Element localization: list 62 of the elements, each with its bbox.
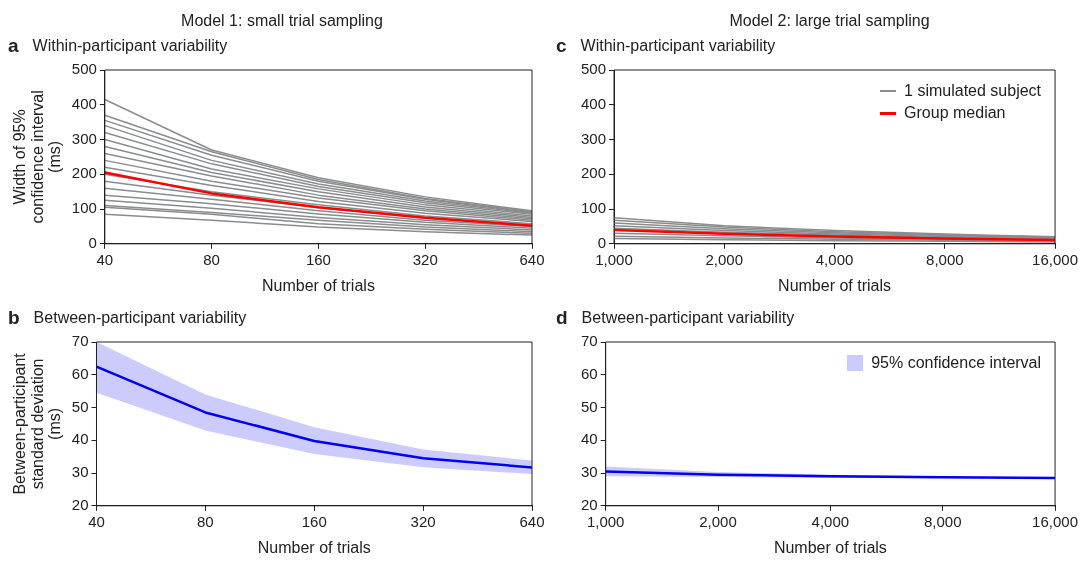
x-tick-label: 2,000: [699, 512, 737, 530]
chart-subtitle: Model 1: small trial sampling: [180, 11, 384, 31]
y-tick-label: 30: [581, 463, 598, 481]
text: b: [8, 306, 20, 330]
legend-label: Group median: [904, 103, 1006, 123]
chart-title: Between-participant variability: [33, 308, 247, 328]
legend-label: 1 simulated subject: [904, 81, 1042, 101]
text: 95% confidence interval: [871, 353, 1042, 373]
x-tick-label: 1,000: [595, 250, 633, 268]
text: a: [8, 34, 19, 58]
x-tick-label: 320: [410, 512, 436, 530]
x-tick-label: 80: [203, 250, 220, 268]
x-tick-label: 40: [96, 250, 114, 268]
x-axis-title: Number of trials: [257, 538, 371, 556]
y-tick-label: 100: [71, 199, 97, 217]
x-axis-title: Number of trials: [778, 276, 891, 294]
x-axis-title: Number of trials: [773, 538, 887, 556]
y-tick-label: 20: [71, 495, 89, 513]
chart-title: Between-participant variability: [581, 308, 795, 328]
y-tick-label: 500: [581, 60, 607, 78]
y-axis-title: Width of 95% confidence interval (ms): [11, 90, 64, 224]
y-tick-label: 500: [71, 60, 97, 78]
y-tick-label: 100: [581, 199, 607, 217]
y-tick-label: 60: [581, 364, 598, 382]
y-tick-label: 0: [597, 233, 607, 251]
y-tick-label: 40: [71, 430, 89, 448]
x-tick-label: 4,000: [815, 250, 854, 268]
x-tick-label: 2,000: [705, 250, 744, 268]
x-tick-label: 16,000: [1032, 250, 1079, 268]
x-tick-label: 8,000: [923, 512, 962, 530]
y-tick-label: 50: [71, 397, 89, 415]
x-tick-label: 80: [197, 512, 214, 530]
y-tick-label: 0: [88, 233, 97, 251]
text: c: [556, 34, 567, 58]
x-axis-title: Number of trials: [261, 276, 375, 294]
y-tick-label: 300: [581, 129, 607, 147]
x-tick-label: 640: [519, 512, 545, 530]
y-tick-label: 200: [71, 164, 97, 182]
y-tick-label: 70: [71, 332, 89, 350]
x-tick-label: 640: [519, 250, 545, 268]
x-tick-label: 1,000: [586, 512, 625, 530]
chart-subtitle: Model 2: large trial sampling: [728, 11, 931, 31]
x-tick-label: 160: [301, 512, 327, 530]
x-tick-label: 4,000: [811, 512, 850, 530]
y-tick-label: 30: [71, 463, 89, 481]
x-tick-label: 160: [305, 250, 331, 268]
y-tick-label: 200: [581, 164, 607, 182]
x-tick-label: 8,000: [926, 250, 964, 268]
x-tick-label: 16,000: [1032, 512, 1079, 530]
x-tick-label: 320: [412, 250, 438, 268]
chart-title: Within-participant variability: [580, 36, 776, 56]
y-tick-label: 50: [581, 397, 598, 415]
y-tick-label: 300: [71, 129, 97, 147]
y-tick-label: 70: [581, 332, 598, 350]
chart-title: Within-participant variability: [32, 36, 228, 56]
y-tick-label: 400: [71, 94, 97, 112]
y-tick-label: 60: [71, 364, 89, 382]
y-tick-label: 20: [581, 495, 598, 513]
y-tick-label: 400: [581, 94, 607, 112]
y-axis-title: Between-participant standard deviation (ms): [11, 352, 64, 495]
y-tick-label: 40: [581, 430, 598, 448]
text: d: [556, 306, 568, 330]
